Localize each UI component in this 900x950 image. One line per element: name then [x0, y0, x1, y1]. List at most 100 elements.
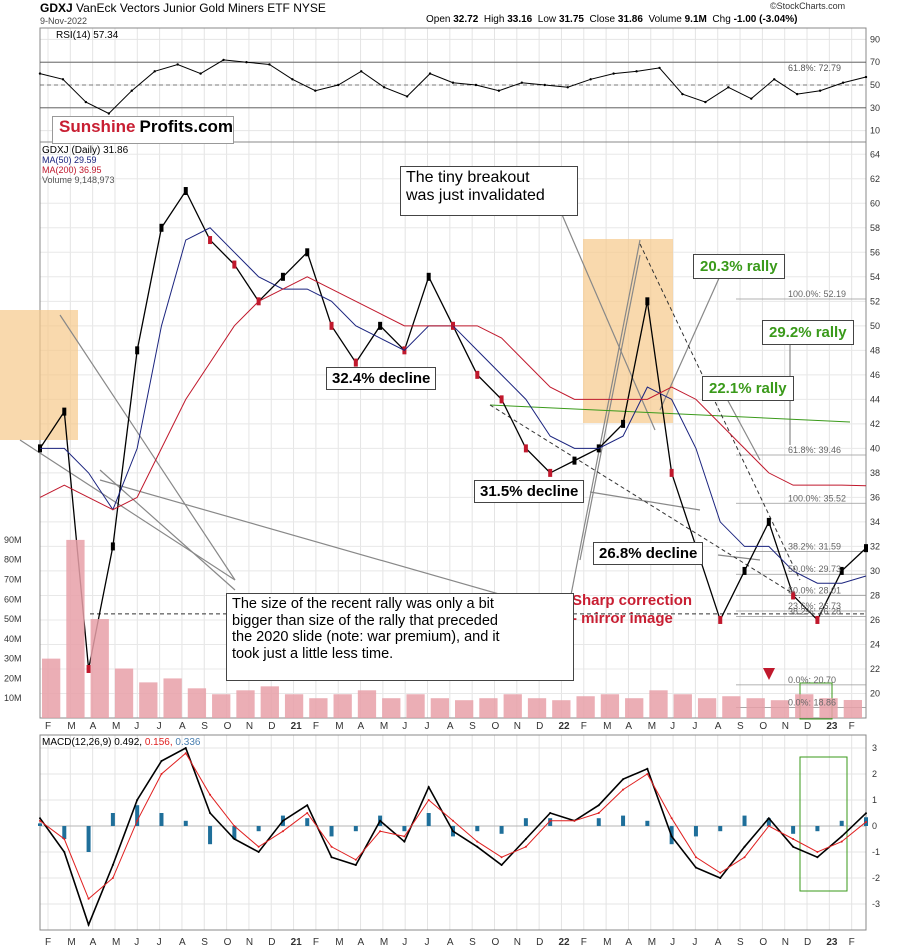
rsi-point — [589, 78, 592, 81]
open-label: Open — [426, 14, 451, 25]
month-label-price: S — [201, 721, 208, 732]
price-tick-label: 52 — [870, 296, 880, 306]
price-candle — [62, 407, 67, 416]
volume-tick-label: 70M — [4, 574, 22, 584]
volume-bar — [722, 696, 741, 718]
macd-histogram-bar — [645, 820, 650, 826]
macd-tick-label: 1 — [872, 795, 877, 805]
volume-bar — [90, 619, 109, 718]
annotation-pointer — [99, 469, 236, 591]
legend-symbol: GDXJ (Daily) 31.86 — [42, 145, 129, 156]
signal-point — [865, 820, 867, 823]
macd-histogram-bar — [693, 826, 698, 837]
month-label-price: 23 — [826, 721, 838, 732]
volume-tick-label: 20M — [4, 673, 22, 683]
macd-point — [865, 812, 867, 815]
macd-point — [549, 812, 552, 814]
volume-label: Volume — [648, 14, 682, 25]
rsi-point — [405, 95, 409, 98]
fib-label: 61.8%: 39.46 — [788, 445, 841, 455]
tiny-breakout-callout: The tiny breakout was just invalidated — [400, 166, 578, 216]
signal-point — [524, 845, 527, 848]
month-label-macd: F — [581, 937, 587, 948]
annotation-pointer — [569, 239, 641, 601]
price-candle — [135, 346, 140, 355]
macd-panel-frame — [39, 734, 867, 931]
price-tick-label: 22 — [870, 664, 880, 674]
macd-point — [39, 817, 41, 820]
ma200-line — [39, 276, 867, 511]
rsi-point — [635, 70, 638, 73]
macd-point — [524, 838, 527, 840]
month-label-price: A — [447, 721, 454, 732]
rsi-tick-label: 70 — [870, 57, 880, 67]
macd-point — [719, 877, 722, 879]
volume-bar — [382, 698, 401, 718]
macd-histogram-bar — [499, 826, 504, 834]
month-label-macd: A — [715, 937, 722, 948]
close-label: Close — [589, 14, 616, 25]
rsi-point — [520, 81, 524, 84]
price-candle — [669, 468, 674, 477]
rsi-point — [612, 72, 615, 75]
month-label-macd: M — [603, 937, 611, 948]
signal-point — [792, 838, 795, 840]
month-label-price: N — [782, 721, 789, 732]
month-label-macd: F — [45, 937, 51, 948]
month-label-macd: M — [648, 937, 656, 948]
macd-histogram-bar — [208, 826, 213, 845]
rsi-point — [474, 83, 478, 87]
month-label-price: F — [313, 721, 319, 732]
low-label: Low — [537, 14, 557, 25]
price-tick-label: 24 — [870, 639, 880, 649]
rsi-tick-label: 30 — [870, 103, 880, 113]
signal-point — [87, 897, 90, 900]
signal-point — [622, 788, 625, 791]
rsi-point — [245, 61, 248, 64]
month-label-price: S — [737, 721, 744, 732]
stockcharts-brand: ©StockCharts.com — [770, 1, 846, 11]
volume-bar — [649, 690, 668, 718]
rsi-point — [795, 92, 799, 96]
price-candle — [183, 187, 188, 196]
fund-name: VanEck Vectors Junior Gold Miners ETF — [76, 1, 290, 15]
price-candle — [621, 419, 626, 428]
macd-point — [306, 804, 309, 807]
signal-point — [306, 812, 309, 814]
fib-label: 100.0%: 52.19 — [788, 289, 846, 299]
month-label-price: A — [625, 721, 632, 732]
macd-histogram-bar — [766, 818, 771, 826]
price-candle — [499, 395, 504, 404]
month-label-macd: S — [201, 937, 208, 948]
macd-point — [379, 819, 382, 822]
signal-point — [597, 812, 600, 814]
macd-point — [330, 856, 333, 859]
macd-tick-label: -1 — [872, 847, 880, 857]
price-tick-label: 54 — [870, 272, 880, 282]
volume-bar — [66, 539, 85, 718]
volume-bar — [284, 694, 304, 718]
macd-histogram-bar — [548, 818, 553, 826]
signal-point — [354, 858, 357, 861]
month-label-macd: D — [536, 937, 543, 948]
volume-bar — [503, 694, 522, 718]
macd-histogram-bar — [791, 826, 796, 834]
month-label-macd: O — [224, 937, 232, 948]
macd-histogram-bar — [135, 805, 140, 826]
macd-point — [87, 923, 90, 926]
macd-point — [476, 845, 479, 848]
rsi-point — [841, 81, 845, 84]
rsi-point — [428, 72, 432, 75]
month-label-macd: M — [112, 937, 120, 948]
month-label-price: D — [268, 721, 275, 732]
month-label-price: M — [335, 721, 343, 732]
symbol: GDXJ — [40, 1, 73, 15]
rsi-tick-label: 50 — [870, 80, 880, 90]
macd-histogram-bar — [232, 826, 237, 839]
volume-tick-label: 60M — [4, 594, 22, 604]
annotation-pointer — [579, 254, 641, 561]
volume-bar — [309, 698, 328, 718]
price-candle — [353, 358, 358, 367]
price-tick-label: 32 — [870, 541, 880, 551]
month-label-macd: M — [335, 937, 343, 948]
